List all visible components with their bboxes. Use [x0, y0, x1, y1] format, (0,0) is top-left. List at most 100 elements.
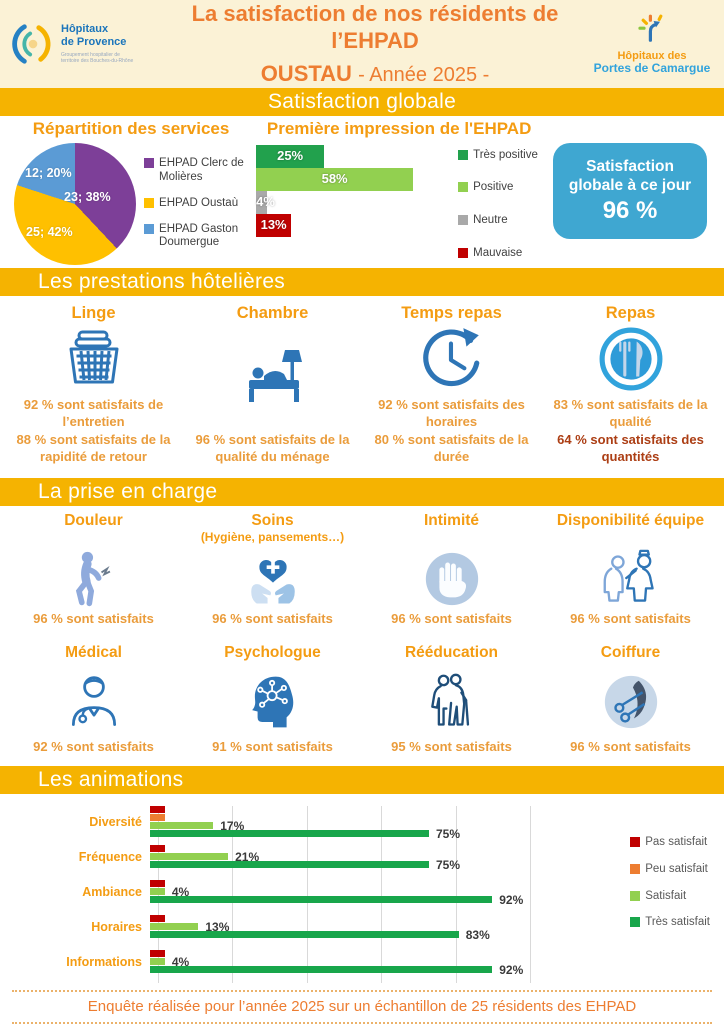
- legend-swatch: [458, 149, 469, 160]
- legend-swatch: [458, 182, 469, 193]
- banner-animations: Les animations: [0, 766, 724, 794]
- legend-swatch: [458, 247, 469, 258]
- legend-label: EHPAD Clerc de Molières: [159, 157, 244, 183]
- category-label: Horaires: [91, 919, 142, 934]
- legend-item: EHPAD Oustaù: [144, 197, 248, 211]
- bar-value-label: 58%: [321, 170, 348, 186]
- clock-icon: [422, 328, 479, 387]
- stat-line: 83 % sont satisfaits de la qualité: [553, 396, 708, 430]
- legend-label: Neutre: [473, 214, 508, 227]
- legend-label: Pas satisfait: [645, 836, 708, 848]
- cell-stat: 96 % sont satisfaits: [212, 611, 333, 626]
- bar: 92%: [150, 893, 523, 907]
- bar-value-label: 92%: [499, 962, 524, 977]
- care-cell-medical: Médical 92 % sont satisfaits: [4, 642, 183, 762]
- bar: 92%: [150, 963, 523, 977]
- care-hands-icon: [250, 559, 295, 603]
- stat-line: 92 % sont satisfaits des horaires: [378, 396, 525, 430]
- impression-chart-title: Première impression de l'EHPAD: [266, 119, 532, 138]
- gridline: [381, 806, 383, 983]
- bar: 13%: [150, 920, 229, 934]
- bar-value-label: 21%: [235, 849, 260, 864]
- legend-swatch: [144, 158, 155, 169]
- bar: 4%: [150, 955, 189, 969]
- bar: 25%: [256, 144, 325, 168]
- logo-hopitaux-de-provence: Hôpitaux de Provence Groupement hospital…: [10, 21, 160, 67]
- bar: 4%: [256, 190, 275, 214]
- logo-left-subtext: Groupement hospitalier de territoire des…: [61, 51, 134, 65]
- legend-label: Satisfait: [645, 889, 687, 902]
- pie-slice-label: 23; 38%: [64, 189, 111, 204]
- cell-title: Linge: [71, 304, 116, 322]
- stat-line: 92 % sont satisfaits de l’entretien: [23, 396, 164, 430]
- care-cell-intimite: Intimité 96 % sont satisfaits: [362, 510, 541, 634]
- bar: 58%: [256, 167, 414, 191]
- stat-line: 80 % sont satisfaits de la durée: [374, 431, 529, 465]
- banner-prise-en-charge: La prise en charge: [0, 478, 724, 506]
- swirl-logo-icon: [12, 24, 51, 64]
- chart-row: Ambiance 4% 92%: [0, 874, 724, 909]
- psychologist-icon: [251, 676, 293, 727]
- legend-item: Très positive: [458, 149, 542, 163]
- stop-hand-icon: [425, 552, 478, 605]
- legend-item: Neutre: [458, 214, 542, 228]
- chart-row: Fréquence 21% 75%: [0, 839, 724, 874]
- care-section-row1: Douleur 96 % sont satisfaits Soins (Hygi…: [0, 506, 724, 638]
- first-impression-chart: Première impression de l'EHPAD 25% 58% 4% 1…: [254, 118, 544, 264]
- cell-stat: 96 % sont satisfaits: [570, 739, 691, 754]
- logo-portes-de-camargue: Hôpitaux des Portes de Camargue: [590, 13, 714, 75]
- legend-item: Peu satisfait: [630, 863, 710, 877]
- doctor-icon: [71, 675, 116, 726]
- badge-line2: globale à ce jour: [568, 177, 692, 194]
- gridline: [232, 806, 234, 983]
- logo-right-line2: Portes de Camargue: [593, 60, 711, 75]
- services-pie-legend: EHPAD Clerc de Molières EHPAD Oustaù EHPAD…: [144, 157, 248, 250]
- legend-label: Mauvaise: [473, 246, 523, 259]
- bar: 17%: [150, 819, 244, 833]
- care-section-row2: Médical 92 % sont satisfaits Psychologue: [0, 638, 724, 766]
- category-label: Diversité: [89, 814, 142, 829]
- legend-item: Très satisfait: [630, 916, 710, 930]
- stat-line-highlight: 64 % sont satisfaits des quantités: [557, 431, 704, 465]
- page-title-year: - Année 2025 -: [358, 63, 490, 86]
- bar: [150, 915, 165, 922]
- category-label: Informations: [66, 954, 142, 969]
- cell-title: Intimité: [423, 512, 480, 529]
- page-title: La satisfaction de nos résidents de l’EH…: [164, 1, 586, 87]
- cell-stat: 91 % sont satisfaits: [212, 739, 333, 754]
- cell-stat: 96 % sont satisfaits: [570, 611, 691, 626]
- bar-value-label: 17%: [220, 818, 245, 833]
- bar: 4%: [150, 885, 189, 899]
- bar-value-label: 4%: [171, 954, 190, 969]
- bar: [150, 950, 165, 957]
- bar-value-label: 4%: [256, 193, 275, 209]
- legend-label: Très positive: [473, 148, 538, 161]
- category-label: Ambiance: [82, 884, 142, 899]
- hotel-cell-repas: Repas 83 % sont satisfaits de la qualité…: [541, 302, 720, 474]
- care-cell-douleur: Douleur 96 % sont satisfaits: [4, 510, 183, 634]
- bar: 21%: [150, 850, 259, 864]
- bar-value-label: 75%: [436, 826, 461, 841]
- legend-swatch: [144, 197, 155, 208]
- gridline: [306, 806, 308, 983]
- bar-value-label: 4%: [171, 884, 190, 899]
- gridline: [455, 806, 457, 983]
- banner-satisfaction-globale: Satisfaction globale: [0, 88, 724, 116]
- cell-title: Repas: [605, 304, 656, 322]
- care-cell-soins: Soins (Hygiène, pansements…) 96 % sont s…: [183, 510, 362, 634]
- footer-note: Enquête réalisée pour l’année 2025 sur u…: [12, 990, 712, 1024]
- cell-stat: 96 % sont satisfaits: [33, 611, 154, 626]
- pie-slice-label: 12; 20%: [25, 165, 72, 180]
- services-pie-chart: Répartition des services 23; 38% 25; 42%…: [8, 118, 254, 265]
- legend-item: Positive: [458, 181, 542, 195]
- care-team-icon: [603, 549, 654, 602]
- logo-left-line1: Hôpitaux: [61, 23, 109, 36]
- care-cell-disponibilite: Disponibilité équipe 96 % sont satisfait: [541, 510, 720, 634]
- bar: [150, 845, 165, 852]
- bar: 83%: [150, 928, 490, 942]
- legend-swatch: [630, 890, 641, 901]
- bar-value-label: 83%: [465, 927, 490, 942]
- legend-swatch: [144, 223, 155, 234]
- walking-aid-icon: [430, 673, 469, 726]
- cell-title: Coiffure: [600, 644, 661, 661]
